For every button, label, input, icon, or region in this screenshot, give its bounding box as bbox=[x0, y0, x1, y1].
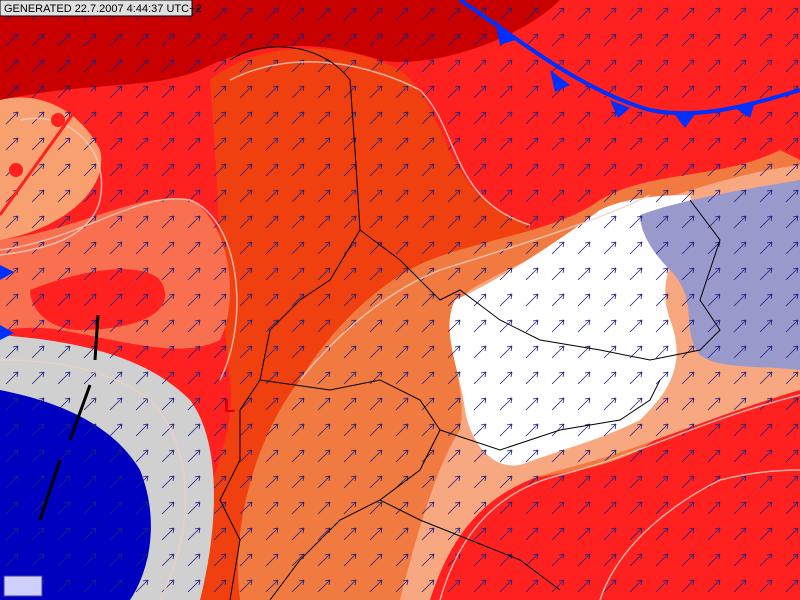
contour bbox=[439, 394, 800, 600]
header-box bbox=[0, 0, 193, 17]
border bbox=[359, 199, 721, 361]
warm-front bbox=[0, 89, 92, 216]
logo-icon bbox=[3, 575, 43, 597]
border bbox=[439, 379, 661, 451]
border bbox=[259, 379, 441, 600]
trough-line bbox=[38, 314, 100, 521]
contour bbox=[0, 198, 238, 381]
front-triangles bbox=[0, 20, 755, 340]
border bbox=[219, 410, 241, 600]
border bbox=[379, 499, 561, 591]
front-semicircle bbox=[9, 163, 23, 177]
pressure-label: L bbox=[224, 36, 235, 56]
front-semicircle bbox=[51, 113, 65, 127]
border bbox=[229, 46, 361, 411]
pressure-label: L bbox=[224, 396, 235, 416]
contour bbox=[229, 61, 531, 226]
contour bbox=[299, 194, 651, 381]
contour bbox=[0, 359, 187, 600]
generated-text: GENERATED 22.7.2007 4:44:37 UTC+2 bbox=[4, 3, 202, 15]
contour bbox=[599, 469, 800, 600]
